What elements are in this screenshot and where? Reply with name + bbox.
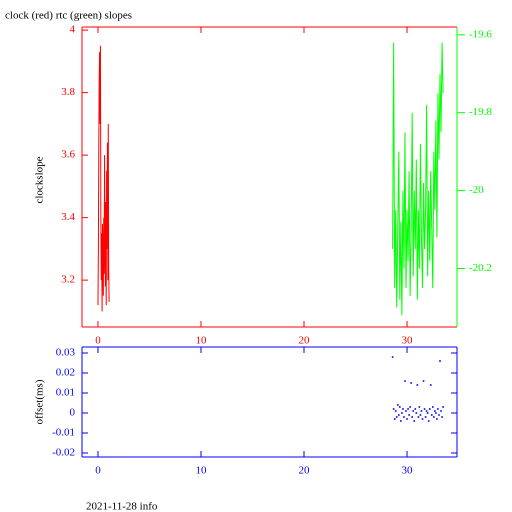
data-point	[407, 408, 409, 410]
data-point	[393, 418, 396, 420]
data-point	[439, 360, 441, 362]
y2-tick-label: -20	[469, 184, 484, 196]
footer: 2021-11-28 info	[86, 501, 158, 512]
y-axis-label: clockslope	[34, 156, 46, 203]
data-point	[433, 416, 435, 418]
data-point	[436, 418, 438, 420]
y-tick-label: -0.01	[52, 427, 75, 439]
data-point	[412, 410, 415, 412]
x-tick-label: 30	[402, 335, 414, 347]
data-point	[410, 382, 412, 384]
data-point	[437, 408, 439, 410]
data-point	[434, 410, 436, 412]
data-point	[392, 408, 395, 410]
data-point	[435, 412, 437, 414]
x-tick-label: 10	[195, 335, 207, 347]
data-point	[395, 416, 398, 418]
data-point	[396, 404, 399, 406]
data-point	[418, 406, 421, 408]
data-point	[430, 414, 433, 416]
y-tick-label: 3.4	[61, 211, 75, 223]
data-point	[428, 408, 431, 410]
data-point	[401, 412, 403, 414]
data-point	[417, 416, 420, 418]
data-point	[440, 410, 442, 412]
data-point	[420, 410, 423, 412]
y-tick-label: 4	[70, 24, 76, 36]
y-tick-label: 0.03	[56, 347, 76, 359]
data-point	[416, 384, 419, 386]
data-point	[408, 414, 410, 416]
data-line	[97, 45, 110, 312]
y-tick-label: 0.01	[56, 387, 75, 399]
data-point	[421, 418, 424, 420]
data-point	[429, 384, 432, 386]
data-point	[419, 414, 422, 416]
x-tick-label: 20	[299, 335, 311, 347]
data-point	[415, 412, 418, 414]
data-point	[405, 410, 407, 412]
y2-tick-label: -19.6	[469, 28, 492, 40]
y-tick-label: 3.6	[61, 149, 75, 161]
data-point	[399, 406, 401, 408]
x-tick-label: 20	[299, 465, 311, 477]
chart-title: clock (red) rtc (green) slopes	[5, 10, 132, 22]
y-tick-label: 0.02	[56, 367, 75, 379]
data-point	[394, 410, 397, 412]
data-point	[438, 414, 440, 416]
data-point	[403, 416, 405, 418]
x-tick-label: 10	[195, 465, 207, 477]
x-tick-label: 0	[95, 465, 101, 477]
data-point	[431, 406, 434, 408]
data-point	[426, 412, 429, 414]
data-point	[422, 380, 425, 382]
y-axis-label: offset(ms)	[34, 379, 46, 424]
data-point	[424, 416, 427, 418]
data-point	[413, 420, 416, 422]
data-point	[427, 420, 430, 422]
data-point	[397, 414, 400, 416]
data-point	[402, 408, 404, 410]
y-tick-label: 0	[70, 407, 76, 419]
data-point	[442, 406, 444, 408]
y2-tick-label: -20.2	[469, 262, 492, 274]
data-point	[414, 408, 417, 410]
data-point	[404, 380, 406, 382]
data-point	[406, 418, 408, 420]
data-line	[392, 42, 444, 316]
data-point	[441, 416, 443, 418]
y-tick-label: 3.8	[61, 86, 75, 98]
data-point	[400, 420, 402, 422]
y-tick-label: -0.02	[52, 447, 75, 459]
data-point	[391, 356, 394, 358]
x-tick-label: 0	[95, 335, 101, 347]
data-point	[425, 410, 428, 412]
data-point	[423, 408, 426, 410]
x-tick-label: 30	[402, 465, 414, 477]
data-point	[409, 406, 411, 408]
data-point	[411, 416, 413, 418]
y2-tick-label: -19.8	[469, 106, 492, 118]
y-tick-label: 3.2	[61, 274, 75, 286]
